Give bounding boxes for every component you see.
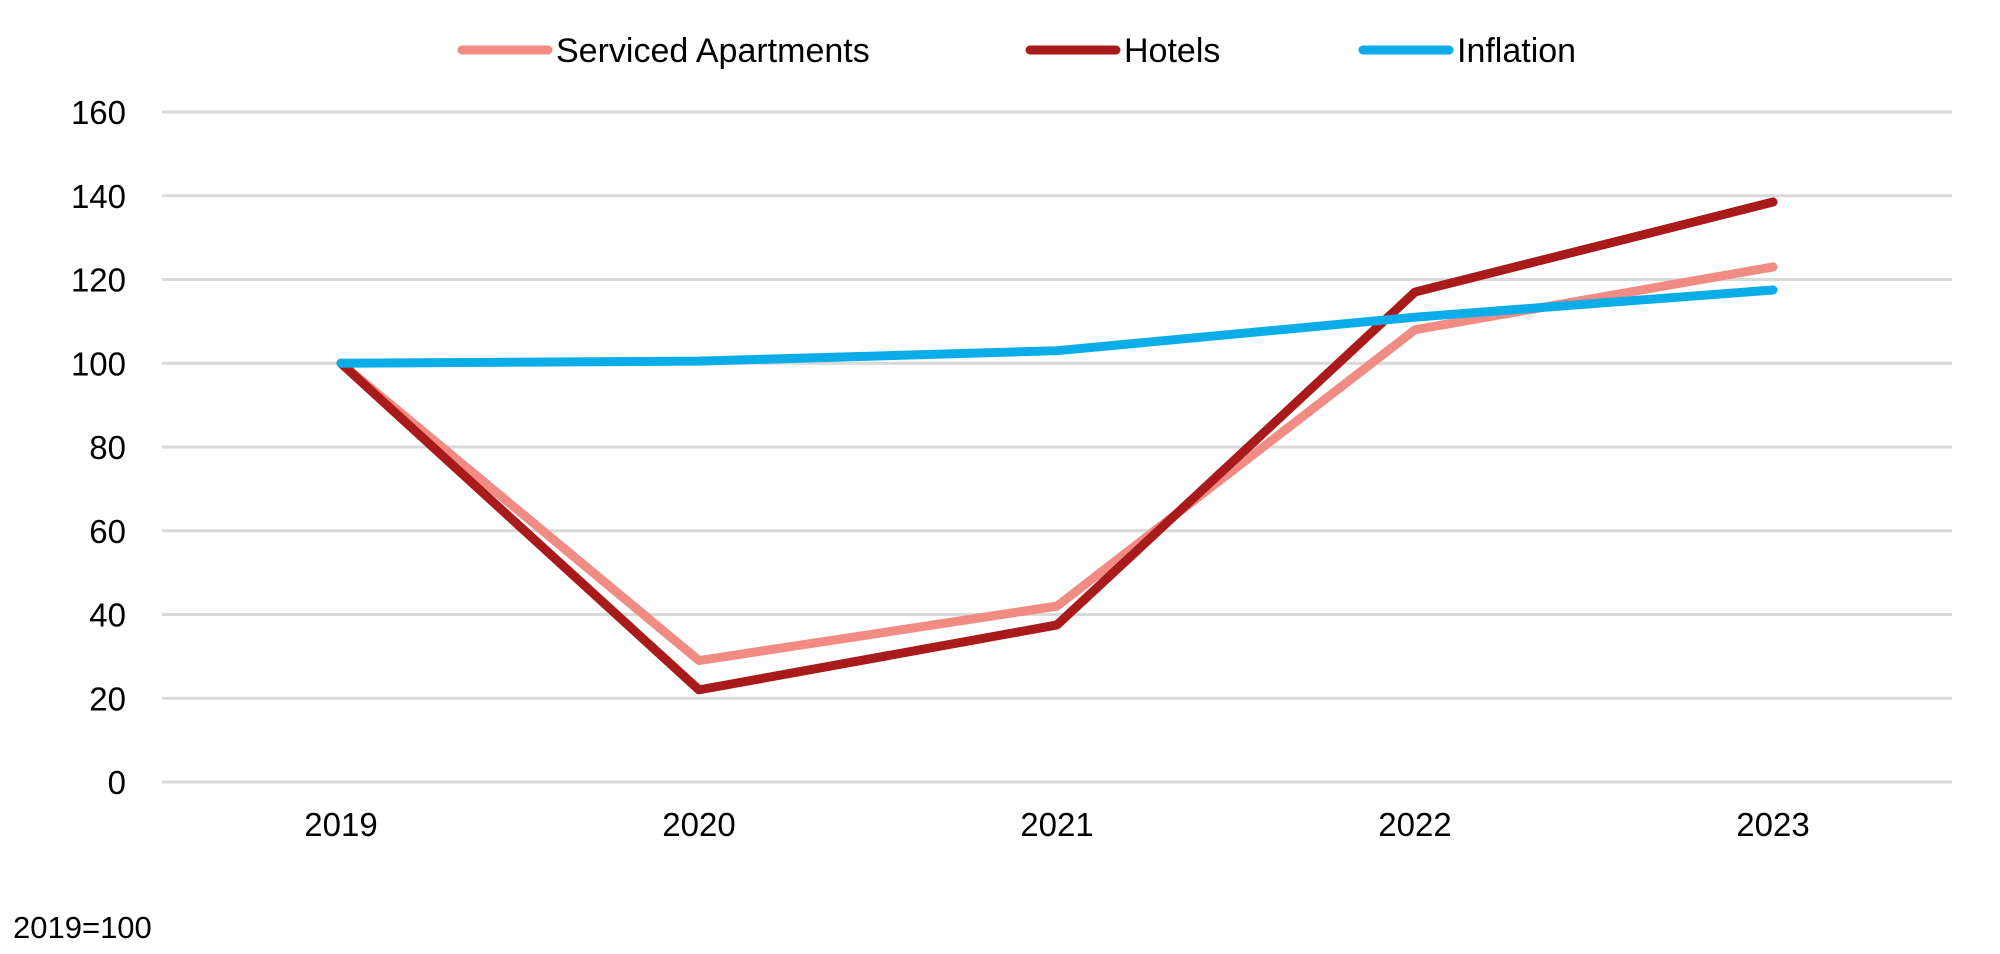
- series-line-inflation: [336, 285, 1778, 368]
- y-tick-label-100: 100: [71, 345, 126, 382]
- legend-label-hotels: Hotels: [1124, 32, 1220, 70]
- y-tick-label-40: 40: [89, 597, 126, 634]
- y-tick-label-20: 20: [89, 680, 126, 717]
- series-line-serviced-apartments: [336, 262, 1778, 666]
- series-lines: [336, 197, 1778, 695]
- y-tick-label-0: 0: [108, 764, 126, 801]
- series-line-hotels: [336, 197, 1778, 695]
- legend: Serviced Apartments Hotels Inflation: [457, 32, 1576, 70]
- legend-label-serviced-apartments: Serviced Apartments: [556, 32, 870, 70]
- x-tick-label-2021: 2021: [1020, 806, 1093, 843]
- y-tick-label-80: 80: [89, 429, 126, 466]
- y-axis-tick-labels: 0 20 40 60 80 100 120 140 160: [71, 94, 126, 801]
- x-tick-label-2019: 2019: [304, 806, 377, 843]
- y-tick-label-120: 120: [71, 262, 126, 299]
- y-tick-label-140: 140: [71, 178, 126, 215]
- x-tick-label-2023: 2023: [1736, 806, 1809, 843]
- y-tick-label-60: 60: [89, 513, 126, 550]
- index-base-note: 2019=100: [13, 910, 152, 945]
- y-tick-label-160: 160: [71, 94, 126, 131]
- legend-label-inflation: Inflation: [1457, 32, 1576, 70]
- x-tick-label-2022: 2022: [1378, 806, 1451, 843]
- x-axis-tick-labels: 2019 2020 2021 2022 2023: [304, 806, 1809, 843]
- x-tick-label-2020: 2020: [662, 806, 735, 843]
